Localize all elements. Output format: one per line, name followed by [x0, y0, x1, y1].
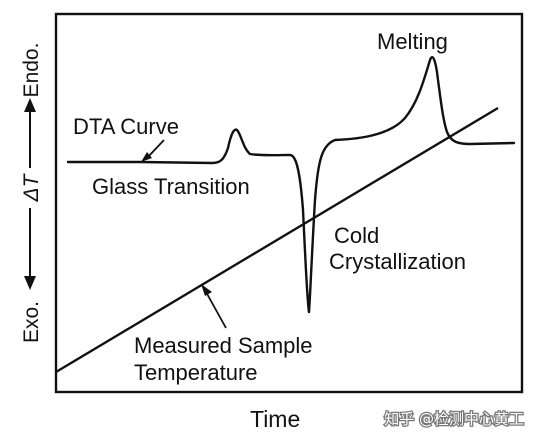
- dta-curve-pointer-line: [146, 139, 165, 159]
- cold-crystallization-label-line2: Crystallization: [329, 249, 466, 274]
- y-axis-bottom-label: Exo.: [20, 301, 43, 343]
- measured-temperature-label-line1: Measured Sample: [134, 333, 313, 358]
- watermark-text: 知乎 @检测中心黄工: [384, 410, 524, 428]
- cold-crystallization-label-line1: Cold: [334, 223, 379, 248]
- dta-curve-pointer-head: [141, 152, 152, 162]
- y-axis-top-label: Endo.: [20, 43, 43, 98]
- dta-curve: [66, 56, 516, 314]
- melting-label: Melting: [377, 29, 448, 54]
- measured-temperature-pointer-head: [201, 284, 212, 296]
- dta-curve-label: DTA Curve: [73, 114, 179, 139]
- y-axis-arrow-down-head: [24, 276, 36, 290]
- glass-transition-label: Glass Transition: [92, 174, 250, 199]
- y-axis-middle-label: ΔT: [20, 172, 43, 202]
- y-axis-arrow-up-head: [24, 98, 36, 112]
- x-axis-label: Time: [250, 406, 300, 432]
- measured-temperature-pointer-line: [205, 291, 227, 329]
- measured-temperature-line: [55, 106, 499, 374]
- plot-frame: [54, 12, 524, 394]
- measured-temperature-label-line2: Temperature: [134, 360, 258, 385]
